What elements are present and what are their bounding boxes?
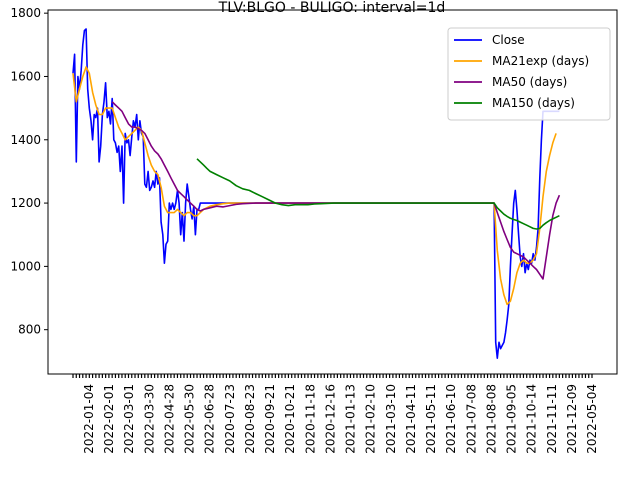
x-tick-label: 2021-11-11 xyxy=(545,384,559,454)
series-line-ma50-days xyxy=(111,101,561,280)
x-tick-label: 2022-03-01 xyxy=(122,384,136,454)
legend: Close MA21exp (days) MA50 (days) MA150 (day… xyxy=(447,27,611,121)
x-tick-label: 2020-07-23 xyxy=(223,384,237,454)
legend-label: Close xyxy=(492,33,525,47)
y-tick-label: 1800 xyxy=(10,6,41,20)
y-axis: 800 1000 1200 1400 1600 1800 xyxy=(10,6,48,337)
x-tick-label: 2021-09-05 xyxy=(505,384,519,454)
x-tick-label: 2022-03-30 xyxy=(142,384,156,454)
x-tick-label: 2020-09-21 xyxy=(263,384,277,454)
x-tick-label: 2021-06-10 xyxy=(444,384,458,454)
x-tick-label: 2022-02-01 xyxy=(102,384,116,454)
x-tick-label: 2020-10-21 xyxy=(283,384,297,454)
y-tick-label: 1000 xyxy=(10,259,41,273)
series-line-close xyxy=(72,28,560,359)
x-tick-label: 2020-11-18 xyxy=(303,384,317,454)
x-tick-label: 2021-01-13 xyxy=(344,384,358,454)
x-tick-label: 2021-10-14 xyxy=(525,384,539,454)
x-tick-label: 2022-04-28 xyxy=(162,384,176,454)
x-tick-label: 2022-05-30 xyxy=(183,384,197,454)
y-tick-label: 1200 xyxy=(10,196,41,210)
x-tick-label: 2021-12-09 xyxy=(565,384,579,454)
x-tick-label: 2021-03-10 xyxy=(384,384,398,454)
legend-label: MA50 (days) xyxy=(492,75,567,89)
x-tick-label: 2020-12-16 xyxy=(323,384,337,454)
legend-label: MA21exp (days) xyxy=(492,54,589,68)
y-tick-label: 800 xyxy=(18,323,41,337)
series-line-ma150-days xyxy=(196,158,560,230)
chart-title: TLV:BLGO - BULIGO: interval=1d xyxy=(218,0,446,16)
x-axis: 2022-01-04 2022-02-01 2022-03-01 2022-03-30… xyxy=(72,374,599,454)
x-tick-label: 2021-08-08 xyxy=(484,384,498,454)
x-tick-label: 2022-05-04 xyxy=(585,384,599,454)
y-tick-label: 1400 xyxy=(10,133,41,147)
plot-lines xyxy=(72,28,561,359)
x-tick-label: 2020-08-23 xyxy=(243,384,257,454)
x-tick-label: 2021-05-11 xyxy=(424,384,438,454)
x-tick-label: 2022-01-04 xyxy=(82,384,96,454)
x-tick-label: 2021-04-11 xyxy=(404,384,418,454)
series-line-ma21exp-days xyxy=(72,66,557,306)
legend-label: MA150 (days) xyxy=(492,96,575,110)
x-tick-label: 2021-07-08 xyxy=(464,384,478,454)
y-tick-label: 1600 xyxy=(10,69,41,83)
legend-box xyxy=(447,27,611,121)
x-tick-label: 2022-06-28 xyxy=(203,384,217,454)
x-tick-label: 2021-02-10 xyxy=(364,384,378,454)
plot-frame xyxy=(47,9,618,375)
